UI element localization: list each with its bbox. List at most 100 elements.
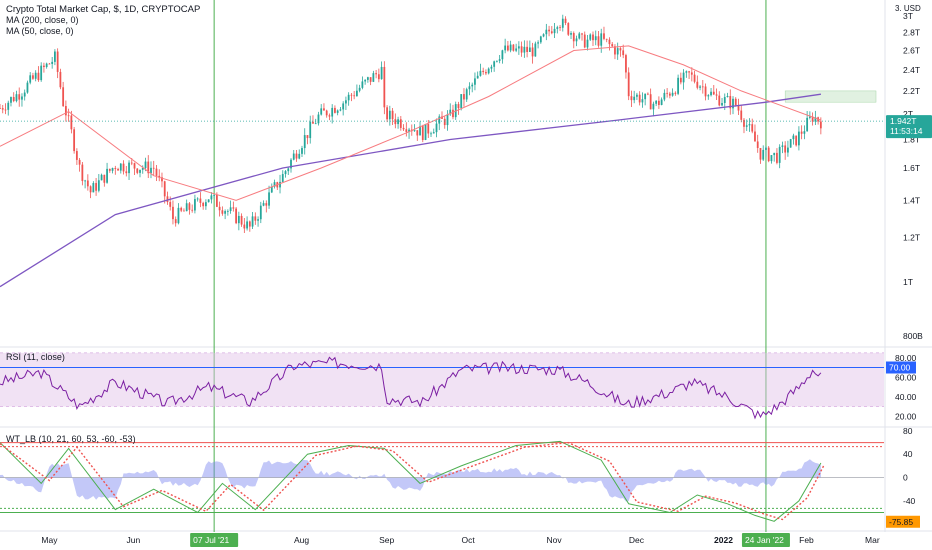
candle-body [476,75,479,79]
candle-body [172,206,174,220]
candle-body [762,149,765,160]
candle-body [306,135,309,139]
candle-body [12,97,15,102]
candle-body [784,145,787,153]
candle-body [748,124,751,126]
candle-body [512,44,515,51]
candle-body [43,65,45,68]
candle-body [515,48,518,51]
candle-body [243,224,246,229]
candle-body [696,81,699,88]
price-tick-label: 800B [903,331,923,341]
candle-body [496,60,498,62]
time-tick-label: 2022 [714,535,733,545]
candle-body [718,95,721,106]
candle-body [723,97,726,103]
candle-body [668,93,671,96]
candle-body [375,73,378,75]
candle-body [215,195,218,207]
price-badge [886,115,932,139]
candle-body [537,42,539,44]
candle-body [792,135,795,140]
candle-body [309,121,312,139]
candle-body [4,109,7,111]
candle-body [754,131,756,142]
candle-body [740,110,743,120]
candle-body [504,45,507,51]
resistance-zone [784,90,877,103]
candle-body [364,79,367,82]
candle-body [237,215,240,224]
candle-body [125,171,128,174]
candle-body [561,18,564,28]
candle-body [523,46,526,53]
candle-body [391,110,394,120]
candle-body [347,94,350,101]
price-tick-label: 2.2T [903,86,920,96]
candle-body [185,203,188,212]
price-badge-countdown: 11:53:14 [890,126,923,136]
candles-group [0,14,822,233]
candle-body [803,131,806,134]
candle-body [405,129,408,132]
candle-body [100,174,103,181]
candle-body [75,151,78,160]
candle-body [737,105,740,111]
candle-body [117,168,119,171]
candle-body [232,207,235,209]
candle-body [603,33,605,39]
candle-body [608,39,611,45]
candle-body [567,23,570,35]
marker-badge-jan [741,533,790,547]
candle-body [298,153,301,159]
candle-body [10,97,12,103]
candle-body [789,139,792,148]
candle-body [196,198,199,200]
candle-body [575,38,578,42]
candle-body [155,168,158,176]
candle-body [235,208,237,224]
candle-body [199,198,202,203]
candle-body [111,168,114,171]
time-tick-label: Oct [461,535,475,545]
candle-body [589,34,592,40]
candle-body [136,168,139,173]
chart-title: Crypto Total Market Cap, $, 1D, CRYPTOCA… [6,4,201,15]
candle-body [128,162,130,174]
candle-body [734,98,737,106]
candle-body [180,207,183,211]
candle-body [572,33,575,42]
candle-body [564,18,567,24]
candle-body [479,70,482,76]
ma50-legend: MA (50, close, 0) [6,26,74,36]
candle-body [677,77,679,94]
candle-body [95,183,97,191]
time-tick-label: Jun [127,535,141,545]
candle-body [704,86,707,97]
candle-body [649,94,652,110]
candle-body [213,195,216,196]
candle-body [18,94,21,100]
candle-body [295,153,298,159]
candle-body [273,182,276,187]
candle-body [290,159,292,169]
candle-body [226,210,229,212]
candle-body [463,94,465,100]
price-tick-label: 2.8T [903,28,920,38]
candle-body [795,135,798,146]
candle-body [493,61,496,67]
candle-body [427,124,430,134]
candle-body [92,183,95,193]
candle-body [224,211,227,214]
candle-body [62,87,65,107]
candle-body [594,36,597,41]
candle-body [605,38,608,40]
candle-body [776,152,778,163]
candle-body [139,169,141,173]
candle-body [240,215,243,225]
candle-body [701,86,704,88]
candle-body [712,91,715,95]
wt-tick-label: 80 [903,426,913,436]
candle-body [770,155,773,162]
